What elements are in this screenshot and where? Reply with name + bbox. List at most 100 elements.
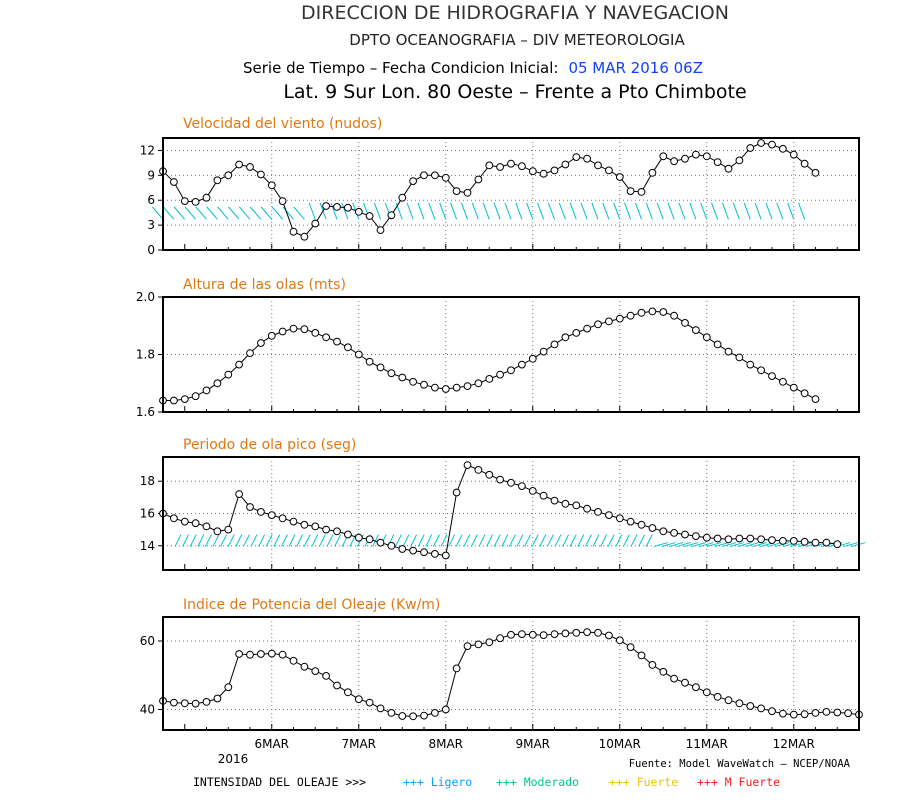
- wind-arrow: [228, 206, 240, 220]
- data-point: [789, 150, 798, 159]
- data-point: [441, 173, 450, 182]
- data-point: [365, 698, 374, 707]
- wave-arrow: [417, 534, 425, 547]
- y-tick-label: 12: [140, 143, 155, 157]
- data-point: [659, 152, 668, 161]
- x-tick-label: 7MAR: [341, 737, 376, 751]
- data-point: [539, 347, 548, 356]
- wind-arrow: [450, 202, 458, 220]
- data-point: [170, 178, 178, 186]
- data-point: [550, 166, 559, 175]
- data-point: [833, 708, 842, 717]
- data-point: [713, 158, 722, 167]
- wave-arrow: [174, 534, 182, 547]
- data-point: [800, 389, 809, 398]
- wave-arrow: [516, 534, 524, 547]
- data-point: [409, 712, 418, 721]
- wind-arrow: [765, 202, 773, 220]
- data-point: [365, 357, 374, 366]
- x-tick-label: 6MAR: [254, 737, 289, 751]
- wind-arrows: [151, 202, 806, 220]
- data-point: [387, 211, 396, 220]
- data-point: [507, 159, 515, 168]
- data-point: [594, 161, 602, 170]
- chart-panel-3: Periodo de ola pico (seg) 14 16 18: [140, 437, 866, 571]
- data-point: [431, 550, 439, 558]
- chart-panel-2: Altura de las olas (mts) 1.6 1.8 2.0: [136, 277, 860, 419]
- wind-arrow: [373, 202, 381, 220]
- data-point: [811, 709, 820, 717]
- data-point: [681, 530, 689, 539]
- wave-arrow: [843, 542, 858, 548]
- data-point: [485, 470, 494, 479]
- data-point: [344, 343, 352, 352]
- data-point: [670, 674, 678, 683]
- data-point: [257, 339, 265, 347]
- data-point: [702, 688, 711, 697]
- data-point: [485, 375, 494, 383]
- wave-arrow: [189, 534, 197, 547]
- series-line: [162, 631, 860, 717]
- data-point: [333, 527, 341, 536]
- y-tick-label: 1.6: [136, 405, 155, 419]
- data-point: [452, 383, 461, 392]
- data-point: [452, 488, 461, 497]
- data-point: [311, 522, 320, 531]
- data-point: [789, 710, 798, 719]
- data-point: [681, 319, 689, 327]
- wind-arrow: [721, 202, 729, 220]
- data-point: [431, 709, 439, 717]
- data-point: [648, 307, 657, 316]
- data-point: [594, 628, 602, 637]
- panel-frame: [162, 296, 860, 413]
- data-point: [518, 360, 526, 369]
- x-axis-labels: 6MAR 7MAR 8MAR 9MAR 10MAR 11MAR 12MAR: [254, 737, 814, 751]
- wind-arrow: [602, 202, 610, 220]
- data-point: [779, 377, 787, 386]
- data-point: [637, 520, 646, 529]
- data-point: [333, 337, 341, 346]
- data-point: [779, 537, 787, 545]
- data-point: [420, 548, 428, 557]
- data-point: [550, 630, 559, 638]
- intensity-legend: +++ Ligero +++ Moderado +++ Fuerte +++ M Fu…: [403, 775, 780, 789]
- wind-arrow: [526, 202, 534, 220]
- wind-arrow: [634, 202, 642, 220]
- data-point: [246, 163, 254, 171]
- data-point: [463, 642, 472, 650]
- y-tick-label: 0: [147, 243, 155, 257]
- data-point: [224, 525, 233, 534]
- data-point: [311, 219, 320, 228]
- data-point: [550, 340, 559, 349]
- wind-arrow: [460, 202, 468, 220]
- data-point: [300, 662, 309, 671]
- data-point: [289, 324, 298, 333]
- wave-arrow: [235, 534, 243, 547]
- data-point: [496, 370, 505, 379]
- data-point: [724, 164, 733, 173]
- data-point: [746, 534, 755, 543]
- x-tick-label: 12MAR: [773, 737, 815, 751]
- wind-arrow: [711, 202, 719, 220]
- wind-arrow: [776, 202, 784, 220]
- data-point: [170, 698, 178, 707]
- data-point: [496, 163, 505, 171]
- wave-arrow: [227, 534, 235, 547]
- data-point: [202, 522, 211, 531]
- data-point: [833, 540, 842, 549]
- data-point: [724, 347, 733, 356]
- y-tick-label: 18: [140, 474, 155, 488]
- wave-arrow: [493, 534, 501, 547]
- wave-arrow: [592, 534, 600, 547]
- data-point: [278, 650, 287, 659]
- data-point: [485, 161, 494, 170]
- wind-arrow: [558, 202, 566, 220]
- wind-arrow: [547, 202, 555, 220]
- wind-arrow: [151, 206, 164, 220]
- data-point: [235, 360, 244, 369]
- wave-arrow: [242, 534, 250, 547]
- series-line: [163, 310, 816, 401]
- data-point: [822, 708, 831, 716]
- data-point: [224, 683, 233, 692]
